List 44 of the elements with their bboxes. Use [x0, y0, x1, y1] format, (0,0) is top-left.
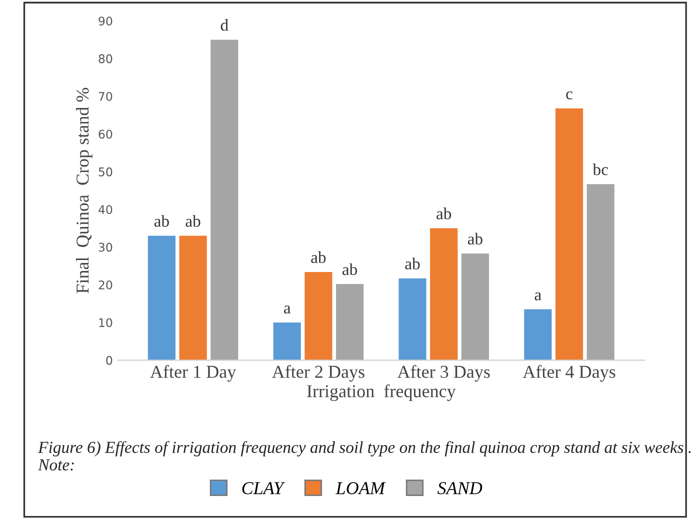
- y-axis-title: Final Quinoa Crop stand %: [76, 88, 92, 294]
- x-axis-title: Irrigation frequency: [307, 384, 456, 402]
- bar: [336, 284, 364, 360]
- bar: [555, 108, 584, 360]
- data-label: d: [220, 19, 228, 31]
- data-label: ab: [468, 232, 482, 245]
- data-label: c: [566, 91, 572, 100]
- y-tick-label: 80: [98, 54, 112, 64]
- y-tick-label: 50: [98, 167, 112, 176]
- y-tick-label: 40: [98, 205, 112, 214]
- data-label: a: [284, 306, 291, 314]
- bar: [398, 278, 426, 360]
- y-tick-label: 70: [98, 92, 112, 101]
- x-tick-label: After 3 Days: [397, 365, 490, 382]
- bar: [524, 309, 552, 360]
- bar: [179, 236, 207, 360]
- x-tick-label: After 1 Day: [150, 365, 236, 382]
- data-label: ab: [342, 263, 358, 276]
- y-tick-label: 30: [98, 242, 112, 252]
- bar: [586, 184, 614, 360]
- bar: [210, 40, 238, 360]
- legend-label: SAND: [438, 482, 482, 494]
- bar: [148, 236, 176, 360]
- data-label: ab: [436, 208, 452, 220]
- y-tick-label: 0: [106, 356, 112, 365]
- data-label: bc: [592, 163, 608, 176]
- bar: [461, 253, 489, 360]
- bar: [430, 228, 458, 360]
- bar: [304, 272, 332, 360]
- data-label: a: [534, 292, 542, 300]
- legend-label: LOAM: [336, 482, 386, 494]
- data-label: ab: [405, 258, 420, 270]
- y-tick-label: 20: [98, 280, 112, 290]
- y-tick-label: 10: [99, 318, 112, 328]
- y-tick-label: 60: [98, 130, 112, 139]
- data-label: ab: [311, 251, 326, 264]
- x-tick-label: After 4 Days: [522, 365, 616, 382]
- caption: Figure 6) Effects of irrigation frequency and soil type on the final quinoa crop stand at six weeks . Note:: [38, 441, 691, 471]
- data-label: ab: [186, 215, 200, 227]
- x-tick-label: After 2 Days: [272, 365, 364, 382]
- y-tick-label: 90: [98, 16, 112, 26]
- data-label: ab: [154, 215, 169, 227]
- bar: [273, 322, 301, 360]
- legend-label: CLAY: [242, 482, 286, 494]
